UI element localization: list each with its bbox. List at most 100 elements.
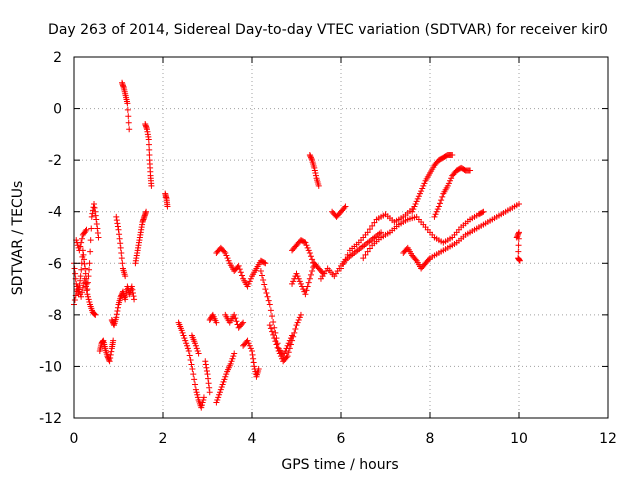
data-point: [77, 243, 84, 250]
data-point: [261, 281, 268, 288]
data-point: [412, 256, 419, 263]
data-point: [238, 272, 245, 279]
data-point: [420, 182, 427, 189]
data-point: [246, 278, 253, 285]
data-point: [228, 358, 235, 365]
data-point: [124, 106, 131, 113]
data-point: [251, 363, 258, 370]
data-point: [213, 319, 220, 326]
data-point: [261, 259, 268, 266]
data-point: [83, 226, 90, 233]
data-point: [130, 293, 137, 300]
data-point: [304, 244, 311, 251]
data-point: [266, 301, 273, 308]
data-point: [122, 273, 129, 280]
data-point: [294, 273, 301, 280]
data-point: [514, 231, 521, 238]
data-point: [222, 373, 229, 380]
data-point: [364, 229, 371, 236]
data-point: [287, 341, 294, 348]
data-point: [128, 283, 135, 290]
data-point: [297, 280, 304, 287]
data-point: [231, 311, 238, 318]
data-point: [272, 338, 279, 345]
data-point: [125, 119, 132, 126]
data-point: [265, 297, 272, 304]
data-point: [231, 350, 238, 357]
data-point: [296, 278, 303, 285]
data-point: [290, 333, 297, 340]
data-point: [81, 256, 88, 263]
y-tick-label: -10: [39, 359, 62, 375]
data-point: [114, 307, 121, 314]
data-point: [193, 345, 200, 352]
data-point: [282, 347, 289, 354]
data-point: [116, 235, 123, 242]
data-point: [437, 200, 444, 207]
data-point: [416, 190, 423, 197]
data-point: [107, 355, 114, 362]
data-point: [371, 219, 378, 226]
data-point: [115, 226, 122, 233]
data-point: [449, 151, 456, 158]
data-point: [344, 251, 351, 258]
data-point: [307, 271, 314, 278]
data-point: [93, 220, 100, 227]
data-point: [194, 394, 201, 401]
data-point: [432, 211, 439, 218]
data-point: [310, 259, 317, 266]
data-point: [290, 278, 297, 285]
data-point: [289, 280, 296, 287]
data-point: [302, 239, 309, 246]
data-point: [95, 234, 102, 241]
data-point: [230, 353, 237, 360]
data-point: [301, 239, 308, 246]
data-point: [148, 182, 155, 189]
data-point: [193, 389, 200, 396]
data-point: [79, 284, 86, 291]
data-point: [445, 180, 452, 187]
data-point: [480, 208, 487, 215]
data-point: [126, 126, 133, 133]
data-point: [269, 328, 276, 335]
data-point: [131, 296, 138, 303]
data-point: [88, 213, 95, 220]
data-point: [412, 200, 419, 207]
data-point: [190, 371, 197, 378]
data-point: [198, 402, 205, 409]
data-point: [82, 228, 89, 235]
data-series: [71, 79, 523, 411]
data-point: [447, 177, 454, 184]
data-point: [81, 275, 88, 282]
data-point: [467, 167, 474, 174]
data-point: [315, 182, 322, 189]
data-point: [84, 291, 91, 298]
data-point: [275, 347, 282, 354]
data-point: [233, 318, 240, 325]
data-point: [146, 151, 153, 158]
data-point: [312, 170, 319, 177]
data-point: [91, 204, 98, 211]
data-point: [94, 229, 101, 236]
data-point: [185, 347, 192, 354]
data-point: [216, 391, 223, 398]
data-point: [71, 265, 78, 272]
data-point: [270, 318, 277, 325]
data-point: [118, 249, 125, 256]
data-point: [87, 237, 94, 244]
data-point: [85, 273, 92, 280]
data-point: [215, 394, 222, 401]
data-point: [305, 247, 312, 254]
data-point: [217, 386, 224, 393]
data-point: [87, 248, 94, 255]
y-tick-label: -4: [48, 205, 62, 221]
data-point: [413, 198, 420, 205]
data-point: [117, 293, 124, 300]
data-point: [76, 247, 83, 254]
data-point: [299, 283, 306, 290]
data-point: [434, 206, 441, 213]
data-point: [182, 337, 189, 344]
data-point: [82, 265, 89, 272]
data-point: [295, 275, 302, 282]
